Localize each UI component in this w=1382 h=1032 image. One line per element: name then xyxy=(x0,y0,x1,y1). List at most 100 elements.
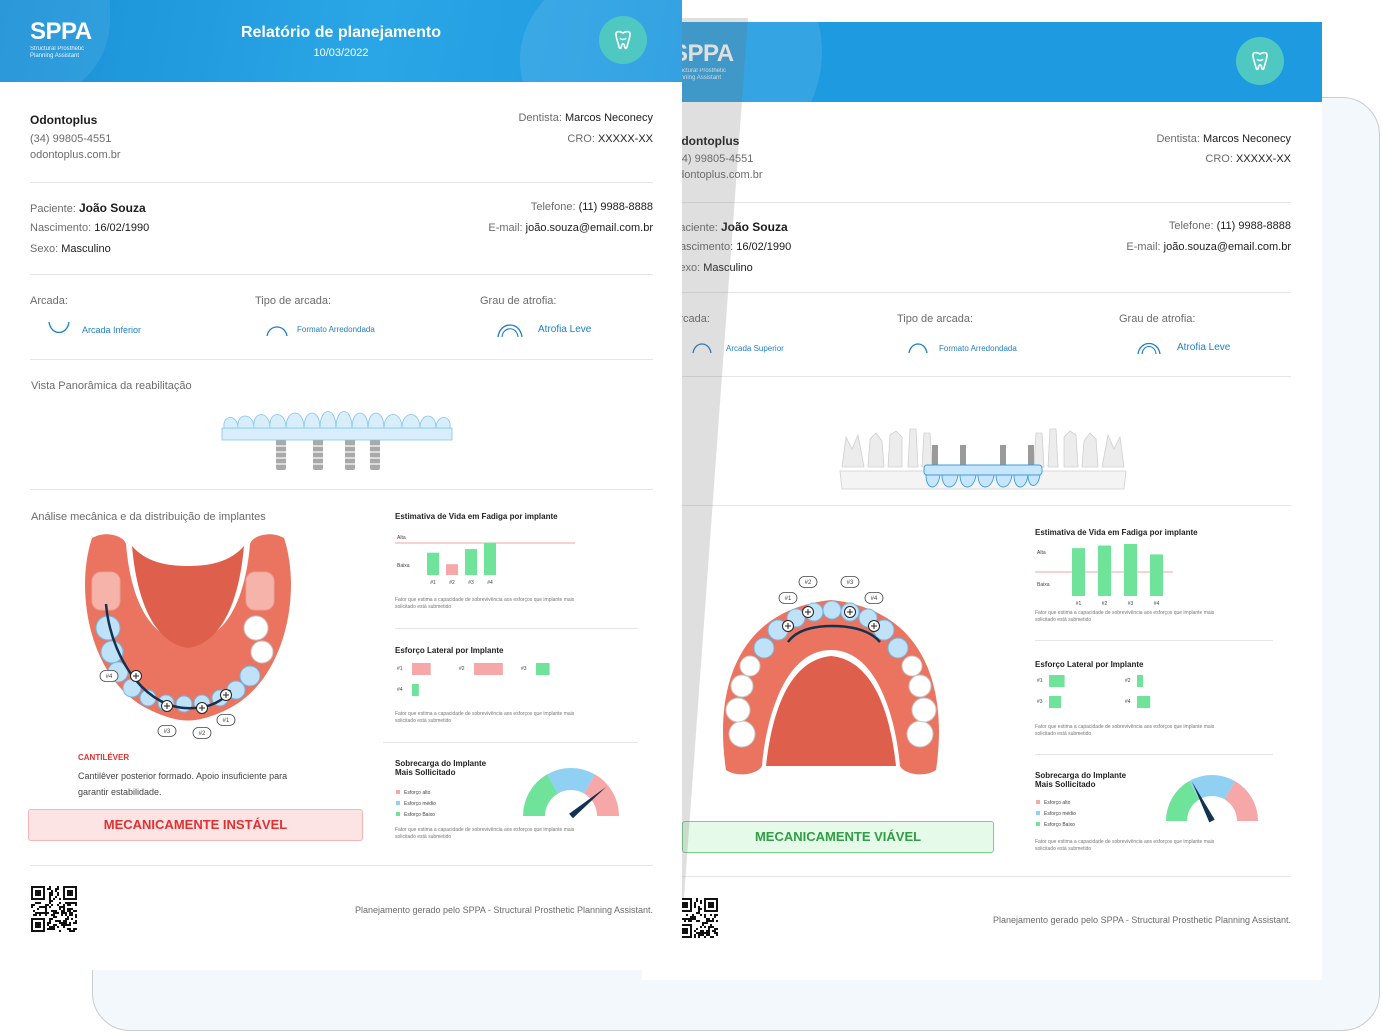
qr-module xyxy=(69,908,71,910)
qr-module xyxy=(33,904,35,906)
qr-module xyxy=(700,926,702,928)
qr-module xyxy=(714,914,716,916)
arch-round-icon xyxy=(266,326,288,337)
qr-module xyxy=(39,906,41,908)
qr-module xyxy=(57,888,59,890)
qr-module xyxy=(692,918,694,920)
qr-module xyxy=(45,912,47,914)
qr-module xyxy=(706,932,708,934)
qr-module xyxy=(61,906,63,908)
implant-tag-label: #3 xyxy=(164,729,171,735)
divider xyxy=(30,182,653,183)
qr-module xyxy=(57,894,59,896)
qr-module xyxy=(55,890,57,892)
qr-module xyxy=(59,898,61,900)
qr-module xyxy=(702,934,704,936)
qr-module xyxy=(37,902,39,904)
qr-code[interactable] xyxy=(678,898,718,942)
qr-module xyxy=(35,914,37,916)
implant-tag-label: #4 xyxy=(871,596,878,602)
qr-module xyxy=(49,922,51,924)
fatigue-tick-label: #4 xyxy=(487,580,493,586)
qr-module xyxy=(698,936,700,938)
qr-module xyxy=(694,906,696,908)
qr-module xyxy=(706,930,708,932)
legend-swatch xyxy=(396,801,400,805)
qr-module xyxy=(702,922,704,924)
fatigue-bar xyxy=(465,549,477,575)
lateral-note: Fator que estima a capacidade de sobrevi… xyxy=(395,711,575,724)
qr-module xyxy=(700,932,702,934)
qr-module xyxy=(712,926,714,928)
tooth-icon xyxy=(1236,37,1284,85)
qr-module xyxy=(69,930,71,932)
divider xyxy=(672,376,1291,377)
lateral-bar xyxy=(536,663,550,675)
qr-module xyxy=(49,900,51,902)
qr-module xyxy=(53,910,55,912)
qr-module xyxy=(71,930,73,932)
qr-module xyxy=(69,910,71,912)
qr-module xyxy=(710,914,712,916)
qr-module xyxy=(704,914,706,916)
qr-module xyxy=(706,934,708,936)
fatigue-bar xyxy=(446,564,458,575)
plus-icon xyxy=(847,609,853,615)
qr-module xyxy=(37,912,39,914)
qr-module xyxy=(69,924,71,926)
clinic-site[interactable]: odontoplus.com.br xyxy=(672,169,763,181)
qr-module xyxy=(690,916,692,918)
arch-upper-icon xyxy=(692,343,712,354)
qr-finder xyxy=(682,902,688,908)
qr-module xyxy=(716,928,718,930)
divider xyxy=(30,359,653,360)
qr-module xyxy=(686,918,688,920)
qr-code[interactable] xyxy=(31,886,77,932)
lateral-tick-label: #4 xyxy=(1125,699,1131,705)
tooth-icon xyxy=(599,16,647,64)
qr-module xyxy=(696,898,698,900)
qr-module xyxy=(69,922,71,924)
qr-module xyxy=(49,918,51,920)
qr-module xyxy=(63,926,65,928)
divider xyxy=(30,865,653,866)
divider xyxy=(30,489,653,490)
fatigue-ylabel-low: Baixa xyxy=(397,563,410,569)
qr-module xyxy=(51,914,53,916)
lateral-tick-label: #3 xyxy=(1037,699,1043,705)
clinic-site[interactable]: odontoplus.com.br xyxy=(30,149,121,161)
qr-module xyxy=(698,934,700,936)
qr-module xyxy=(708,926,710,928)
atrophy-icon xyxy=(1137,342,1161,355)
implant-markers: #1 #2 #3 #4 xyxy=(778,576,884,632)
qr-module xyxy=(47,924,49,926)
qr-module xyxy=(55,912,57,914)
qr-module xyxy=(53,898,55,900)
qr-module xyxy=(704,922,706,924)
legend-swatch xyxy=(1036,800,1040,804)
lateral-chart: #1 #2 #3 #4 xyxy=(1037,675,1151,708)
qr-module xyxy=(51,926,53,928)
qr-module xyxy=(700,930,702,932)
qr-module xyxy=(710,920,712,922)
qr-module xyxy=(696,912,698,914)
qr-module xyxy=(694,916,696,918)
qr-module xyxy=(61,922,63,924)
plus-icon xyxy=(223,692,229,698)
qr-module xyxy=(55,888,57,890)
implant-tag-label: #1 xyxy=(223,718,230,724)
overload-legend: Esforço alto Esforço médio Esforço Baixo xyxy=(396,790,436,818)
qr-finder xyxy=(35,922,41,928)
qr-module xyxy=(49,906,51,908)
qr-module xyxy=(708,934,710,936)
qr-module xyxy=(51,904,53,906)
fatigue-title: Estimativa de Vida em Fadiga por implant… xyxy=(1035,528,1198,537)
qr-module xyxy=(694,918,696,920)
qr-module xyxy=(712,920,714,922)
qr-module xyxy=(59,906,61,908)
qr-module xyxy=(53,916,55,918)
qr-module xyxy=(67,904,69,906)
qr-module xyxy=(45,906,47,908)
implant-tag-label: #3 xyxy=(847,580,854,586)
gauge-segment xyxy=(547,768,595,794)
